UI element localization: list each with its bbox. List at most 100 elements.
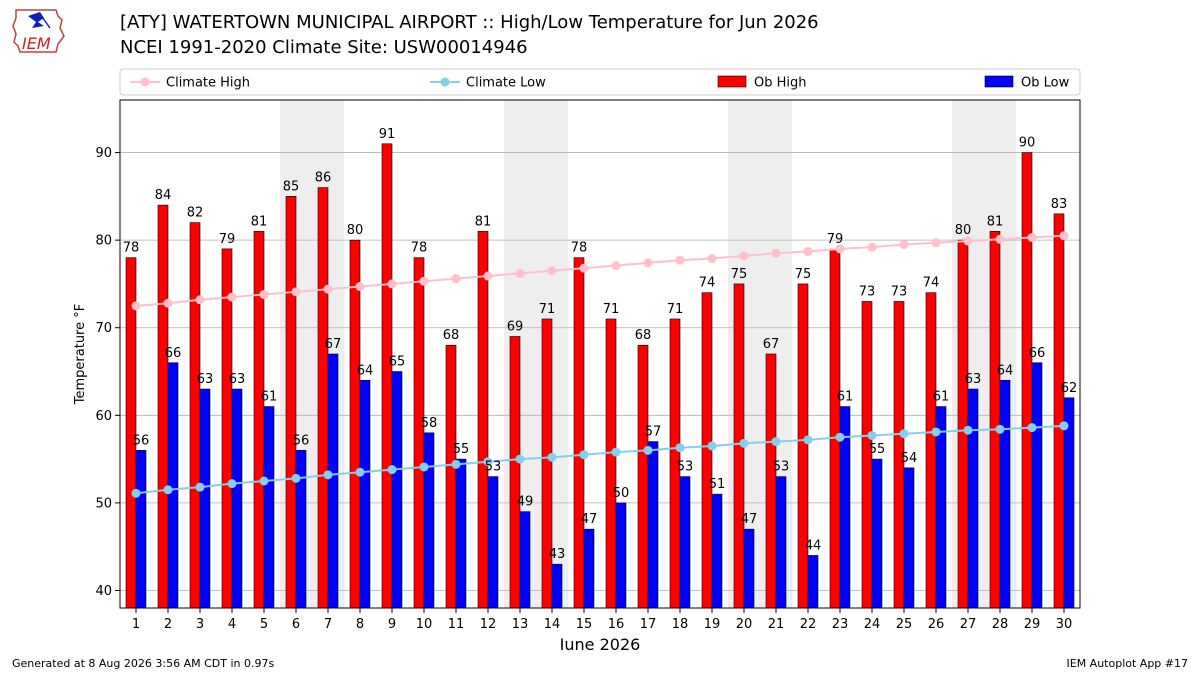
ob-low-label: 64 (357, 363, 374, 378)
iem-logo-icon: IEM (12, 9, 65, 53)
ob-low-bar (519, 511, 531, 609)
climate-high-point (515, 268, 525, 278)
ob-low-label: 47 (581, 512, 598, 527)
climate-high-point (163, 298, 173, 308)
ob-low-bar (743, 528, 755, 609)
ob-high-bar (605, 318, 617, 609)
ob-low-label: 63 (965, 372, 982, 387)
x-tick-label: 20 (736, 617, 753, 632)
ob-low-label: 66 (165, 346, 182, 361)
ob-low-label: 54 (901, 451, 918, 466)
ob-high-bar (381, 143, 393, 609)
climate-high-point (803, 247, 813, 257)
ob-high-label: 69 (507, 319, 524, 334)
ob-high-label: 86 (315, 171, 332, 186)
ob-low-bar (871, 458, 883, 609)
ob-low-label: 53 (485, 460, 502, 475)
climate-low-point (451, 459, 461, 469)
ob-low-label: 61 (837, 390, 854, 405)
climate-low-point (995, 424, 1005, 434)
ob-high-label: 90 (1019, 136, 1036, 151)
climate-low-point (579, 450, 589, 460)
ob-high-label: 73 (891, 284, 908, 299)
app-footer: IEM Autoplot App #17 (1066, 657, 1189, 670)
x-tick-label: 10 (416, 617, 433, 632)
ob-high-label: 81 (251, 214, 268, 229)
ob-high-label: 71 (603, 302, 620, 317)
climate-low-point (771, 437, 781, 447)
ob-low-bar (935, 406, 947, 609)
ob-high-legend-label: Ob High (754, 76, 807, 91)
y-tick-label: 40 (95, 584, 112, 599)
climate-low-point (291, 473, 301, 483)
ob-low-bar (967, 388, 979, 609)
ob-high-label: 71 (539, 302, 556, 317)
ob-high-bar (701, 292, 713, 609)
climate-low-point (803, 435, 813, 445)
ob-high-bar (541, 318, 553, 609)
climate-high-point (195, 295, 205, 305)
ob-low-label: 61 (933, 390, 950, 405)
x-tick-label: 25 (896, 617, 913, 632)
x-tick-label: 2 (164, 617, 172, 632)
ob-high-label: 75 (731, 267, 748, 282)
climate-high-point (291, 287, 301, 297)
climate-high-point (323, 284, 333, 294)
climate-low-point (707, 441, 717, 451)
climate-high-point (963, 236, 973, 246)
climate-high-point (771, 248, 781, 258)
ob-high-label: 75 (795, 267, 812, 282)
temperature-chart: 4050607080907856846682637963816185568667… (73, 68, 1081, 650)
ob-high-label: 67 (763, 337, 780, 352)
ob-high-bar (989, 231, 1001, 609)
x-tick-label: 30 (1056, 617, 1073, 632)
legend: Climate High Climate Low Ob High Ob Low (119, 68, 1081, 96)
ob-low-label: 55 (869, 442, 886, 457)
ob-high-bar (349, 239, 361, 609)
climate-low-point (355, 467, 365, 477)
climate-high-point (835, 244, 845, 254)
x-tick-label: 22 (800, 617, 817, 632)
y-tick-label: 80 (95, 234, 112, 249)
ob-low-bar (647, 441, 659, 609)
ob-low-bar (615, 502, 627, 609)
climate-low-point (675, 443, 685, 453)
ob-high-bar (573, 257, 585, 609)
ob-high-bar (829, 248, 841, 609)
ob-low-bar (231, 388, 243, 609)
ob-low-bar (903, 467, 915, 609)
ob-low-label: 51 (709, 477, 726, 492)
y-tick-label: 70 (95, 321, 112, 336)
ob-low-label: 62 (1061, 381, 1078, 396)
climate-high-point (675, 255, 685, 265)
ob-low-bar (775, 476, 787, 609)
x-tick-label: 14 (544, 617, 561, 632)
x-tick-label: 15 (576, 617, 593, 632)
ob-low-bar (999, 379, 1011, 609)
ob-high-label: 80 (955, 223, 972, 238)
ob-high-label: 78 (411, 241, 428, 256)
ob-high-label: 68 (443, 328, 460, 343)
climate-low-point (195, 482, 205, 492)
x-tick-label: 9 (388, 617, 396, 632)
x-tick-label: 28 (992, 617, 1009, 632)
climate-low-point (515, 454, 525, 464)
ob-low-bar (1031, 362, 1043, 609)
climate-high-point (995, 234, 1005, 244)
y-tick-label: 60 (95, 409, 112, 424)
x-tick-label: 6 (292, 617, 300, 632)
y-tick-label: 90 (95, 146, 112, 161)
climate-high-point (611, 261, 621, 271)
ob-high-label: 78 (571, 241, 588, 256)
ob-low-bar (455, 458, 467, 609)
ob-low-bar (263, 406, 275, 609)
x-tick-label: 29 (1024, 617, 1041, 632)
ob-high-bar (445, 344, 457, 609)
climate-high-point (707, 254, 717, 264)
ob-low-label: 58 (421, 416, 438, 431)
ob-high-label: 82 (187, 206, 204, 221)
ob-high-label: 79 (219, 232, 236, 247)
x-tick-label: 11 (448, 617, 465, 632)
climate-low-point (483, 457, 493, 467)
ob-high-label: 71 (667, 302, 684, 317)
